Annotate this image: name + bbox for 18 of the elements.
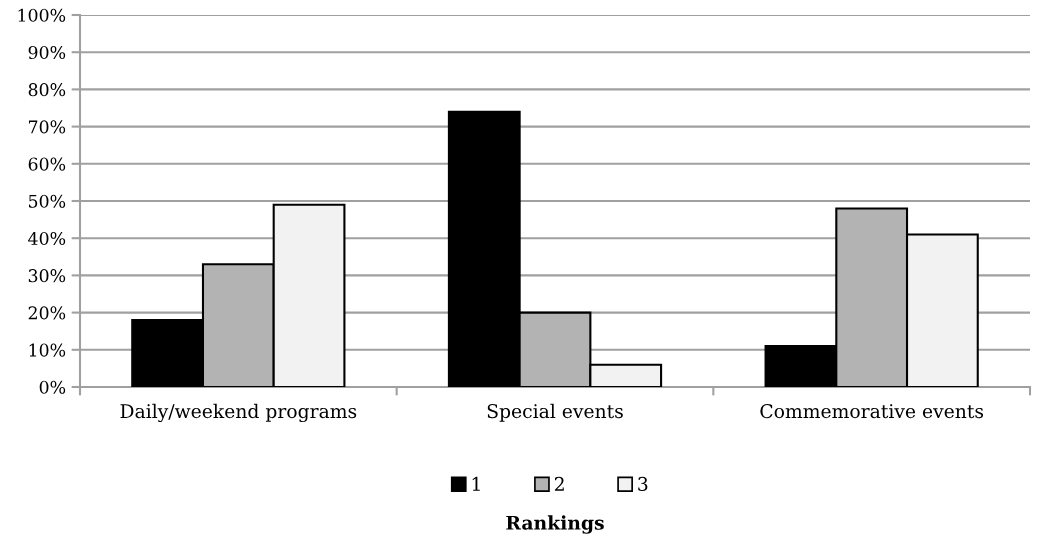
y-tick-label: 70%: [28, 120, 66, 134]
legend-label: 1: [472, 476, 480, 491]
y-tick-label: 60%: [28, 157, 66, 171]
legend-label: 3: [638, 476, 648, 492]
legend-label: 2: [554, 476, 564, 491]
y-tick-label: 50%: [29, 194, 66, 208]
y-tick-label: 20%: [28, 306, 66, 320]
x-axis-title: Rankings: [506, 515, 604, 534]
y-tick-label: 90%: [28, 45, 66, 60]
y-tick-label: 0%: [39, 380, 66, 394]
x-tick-label: Commemorative events: [760, 404, 984, 419]
y-tick-label: 40%: [28, 231, 66, 246]
x-tick-label: Special events: [487, 403, 623, 422]
y-tick-label: 10%: [29, 343, 66, 357]
y-tick-label: 80%: [28, 83, 66, 97]
y-tick-label: 30%: [28, 269, 66, 283]
y-tick-label: 100%: [18, 8, 66, 22]
x-tick-label: Daily/weekend programs: [120, 403, 357, 423]
